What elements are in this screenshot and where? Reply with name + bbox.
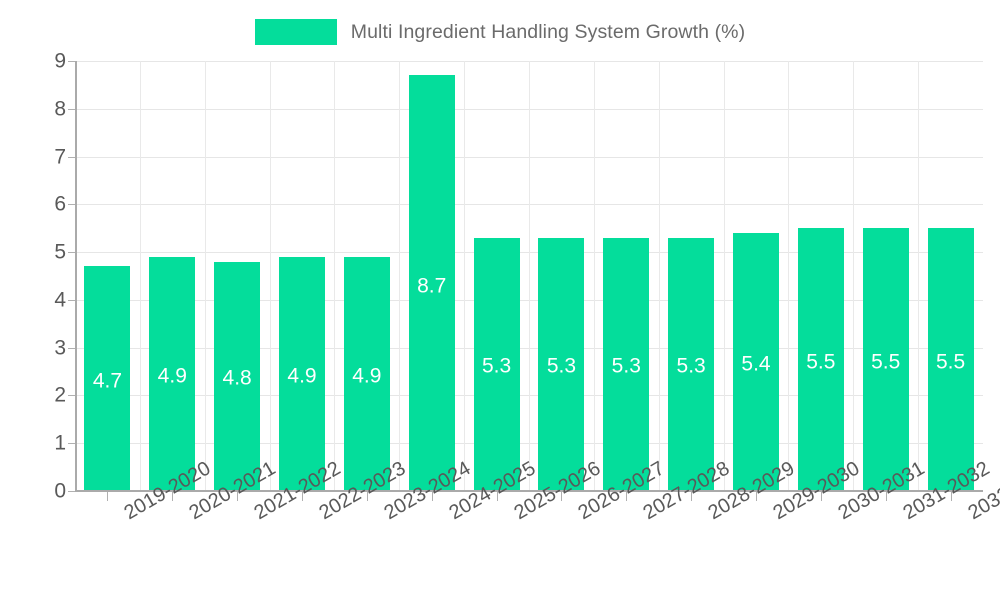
x-axis-tick-mark	[561, 492, 563, 501]
x-axis-tick-mark	[820, 492, 822, 501]
bar-value-label: 5.5	[935, 350, 966, 374]
x-axis-tick-mark	[496, 492, 498, 501]
y-axis-tick-label: 2	[54, 383, 66, 407]
gridline-vertical	[205, 61, 206, 491]
bar[interactable]	[473, 237, 520, 491]
y-axis-tick-labels: 0 1 2 3 4 5 6 7 8 9	[0, 0, 66, 600]
x-axis-tick-mark	[431, 492, 433, 501]
gridline-vertical	[853, 61, 854, 491]
x-axis-tick-label: 2032-2033	[964, 457, 1000, 525]
plot-area: 4.7 4.9 4.8 4.9 4.9 8.7 5.3 5.3 5.3 5.3 5.4 5.5 5.5 5…	[75, 61, 983, 492]
y-axis-tick-label: 1	[54, 431, 66, 455]
x-axis-tick-label: 2022-2023	[316, 457, 410, 524]
bar[interactable]	[733, 233, 779, 491]
bar-value-label: 4.9	[287, 364, 317, 388]
x-axis-tick-mark	[756, 492, 757, 501]
bar[interactable]	[862, 228, 909, 491]
x-axis-tick-label: 2021-2022	[251, 457, 345, 524]
bar-value-label: 5.5	[806, 350, 836, 374]
bar[interactable]	[927, 228, 974, 491]
x-axis-tick-label: 2024-2025	[445, 457, 539, 524]
x-axis-tick-mark	[691, 492, 693, 501]
x-axis-tick-mark	[302, 492, 303, 501]
x-axis-tick-label: 2025-2026	[510, 457, 604, 524]
y-axis-tick-label: 4	[54, 288, 66, 312]
bar[interactable]	[279, 256, 325, 491]
x-axis-tick-mark	[172, 492, 174, 501]
gridline-vertical	[270, 61, 271, 491]
y-axis-tick-mark	[68, 204, 75, 206]
x-axis-tick-label: 2019-2020	[121, 457, 215, 524]
x-axis-tick-mark	[626, 492, 628, 501]
bar[interactable]	[343, 256, 390, 491]
x-axis-tick-mark	[107, 492, 109, 501]
y-axis-tick-mark	[68, 156, 75, 158]
x-axis-tick-mark	[950, 492, 952, 501]
y-axis-tick-label: 3	[54, 336, 66, 360]
x-axis-tick-mark	[237, 492, 239, 501]
y-axis-tick-label: 0	[54, 479, 66, 503]
y-axis-tick-mark	[68, 443, 75, 445]
bar-value-label: 5.3	[546, 354, 577, 378]
gridline-vertical	[140, 61, 141, 491]
y-axis-tick-mark	[68, 347, 75, 349]
y-axis-tick-label: 6	[54, 192, 66, 216]
x-axis-tick-label: 2027-2028	[640, 457, 734, 524]
bar-value-label: 5.3	[611, 354, 641, 378]
x-axis-tick-mark	[885, 492, 887, 501]
x-axis-tick-label: 2023-2024	[380, 457, 474, 524]
bar[interactable]	[668, 237, 715, 491]
gridline-vertical	[659, 61, 660, 491]
bar-value-label: 8.7	[417, 274, 447, 298]
bar-value-label: 5.4	[741, 352, 771, 376]
bar-value-label: 4.9	[352, 364, 382, 388]
x-axis-tick-label: 2031-2032	[899, 457, 993, 524]
bar-value-label: 5.3	[676, 354, 706, 378]
x-axis-tick-mark	[366, 492, 368, 501]
y-axis-tick-label: 5	[54, 240, 66, 264]
x-axis-line	[75, 490, 983, 492]
bar[interactable]	[603, 237, 650, 491]
gridline-vertical	[399, 61, 400, 491]
bar-value-label: 4.8	[222, 366, 252, 390]
bar[interactable]	[408, 75, 455, 491]
y-axis-tick-mark	[68, 491, 75, 492]
legend-color-swatch	[254, 19, 337, 45]
y-axis-tick-label: 8	[54, 97, 66, 121]
y-axis-tick-label: 7	[54, 145, 66, 169]
bar[interactable]	[149, 256, 196, 491]
x-axis-tick-label: 2026-2027	[575, 457, 669, 524]
y-axis-tick-mark	[68, 252, 75, 254]
y-axis-tick-mark	[68, 108, 75, 110]
bar-value-label: 5.3	[481, 354, 512, 378]
gridline-vertical	[788, 61, 789, 491]
bar[interactable]	[84, 266, 131, 491]
bar-value-label: 4.7	[92, 369, 123, 393]
bar[interactable]	[797, 228, 844, 491]
x-axis-tick-label: 2020-2021	[186, 457, 280, 524]
bar[interactable]	[214, 261, 261, 491]
gridline-vertical	[529, 61, 530, 491]
y-axis-line	[75, 61, 77, 492]
x-axis-tick-label: 2029-2030	[770, 457, 864, 524]
x-axis-tick-label: 2028-2029	[705, 457, 799, 524]
gridline-vertical	[724, 61, 725, 491]
bar[interactable]	[538, 237, 585, 491]
y-axis-tick-label: 9	[54, 49, 66, 73]
gridline-vertical	[464, 61, 465, 491]
gridline-vertical	[918, 61, 919, 491]
gridline-vertical	[594, 61, 595, 491]
bar-value-label: 5.5	[871, 350, 901, 374]
gridline-vertical	[334, 61, 335, 491]
y-axis-tick-mark	[68, 299, 75, 301]
y-axis-tick-mark	[68, 395, 75, 397]
y-axis-tick-mark	[68, 61, 75, 62]
x-axis-tick-label: 2030-2031	[834, 457, 928, 524]
chart-legend: Multi Ingredient Handling System Growth …	[0, 10, 1000, 54]
bar-value-label: 4.9	[157, 364, 187, 388]
legend-label: Multi Ingredient Handling System Growth …	[350, 20, 746, 43]
